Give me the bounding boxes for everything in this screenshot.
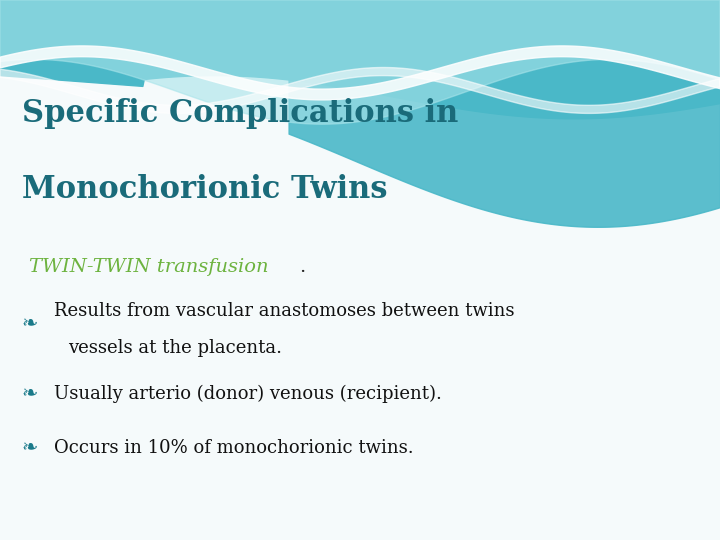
Text: Results from vascular anastomoses between twins: Results from vascular anastomoses betwee… xyxy=(54,301,515,320)
Text: ❧: ❧ xyxy=(22,314,38,334)
Text: ❧: ❧ xyxy=(22,438,38,458)
Text: TWIN-TWIN transfusion: TWIN-TWIN transfusion xyxy=(29,258,269,276)
Text: .: . xyxy=(299,258,305,276)
Text: Specific Complications in: Specific Complications in xyxy=(22,98,458,129)
Text: ❧: ❧ xyxy=(22,384,38,404)
Text: Occurs in 10% of monochorionic twins.: Occurs in 10% of monochorionic twins. xyxy=(54,439,413,457)
Text: vessels at the placenta.: vessels at the placenta. xyxy=(68,339,282,357)
Text: Monochorionic Twins: Monochorionic Twins xyxy=(22,173,387,205)
Text: Usually arterio (donor) venous (recipient).: Usually arterio (donor) venous (recipien… xyxy=(54,385,442,403)
